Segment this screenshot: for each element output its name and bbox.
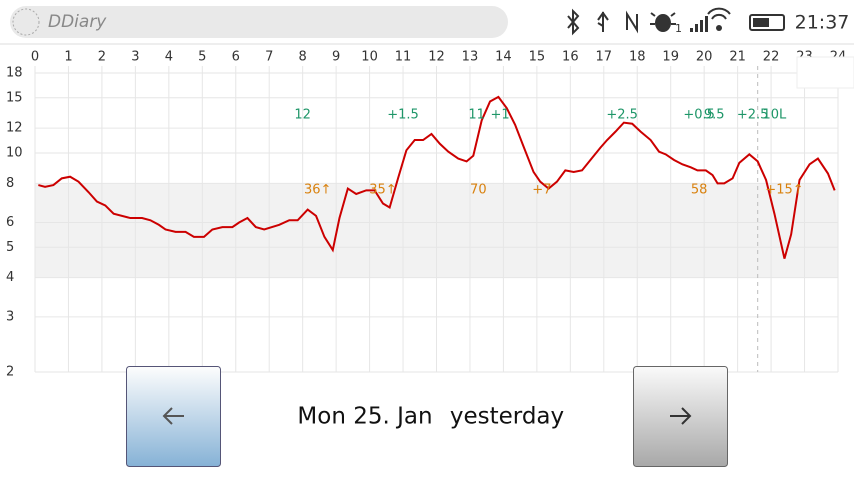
insulin-label: +0.5 bbox=[683, 108, 715, 123]
y-tick-label: 12 bbox=[6, 121, 23, 136]
x-tick-label: 17 bbox=[596, 50, 613, 65]
insulin-label: +2.5 bbox=[737, 108, 769, 123]
x-tick-label: 8 bbox=[299, 50, 307, 65]
clock: 21:37 bbox=[795, 12, 850, 34]
app-icon bbox=[12, 8, 40, 36]
x-tick-label: 15 bbox=[529, 50, 546, 65]
insulin-label: 10L bbox=[763, 108, 788, 123]
carb-label: 35↑ bbox=[369, 183, 396, 198]
insulin-label: +1 bbox=[490, 108, 509, 123]
app-name: DDiary bbox=[48, 12, 107, 32]
y-tick-label: 5 bbox=[6, 240, 14, 255]
x-tick-label: 22 bbox=[763, 50, 780, 65]
signal-label: 1 bbox=[675, 22, 682, 35]
x-tick-label: 11 bbox=[395, 50, 412, 65]
y-tick-label: 15 bbox=[6, 90, 23, 105]
x-tick-label: 0 bbox=[31, 50, 39, 65]
x-tick-label: 19 bbox=[662, 50, 679, 65]
x-tick-label: 12 bbox=[428, 50, 445, 65]
insulin-label: 9.5 bbox=[704, 108, 725, 123]
x-tick-label: 3 bbox=[131, 50, 139, 65]
insulin-label: +1.5 bbox=[387, 108, 419, 123]
x-tick-label: 5 bbox=[198, 50, 206, 65]
y-tick-label: 10 bbox=[6, 145, 23, 160]
x-tick-label: 6 bbox=[232, 50, 240, 65]
y-tick-label: 3 bbox=[6, 309, 14, 324]
date-label: Mon 25. Jan bbox=[297, 404, 432, 430]
chart: 0123456789101112131415161718192021222324… bbox=[6, 50, 846, 380]
insulin-label: 11 bbox=[468, 108, 485, 123]
x-tick-label: 14 bbox=[495, 50, 512, 65]
x-tick-label: 13 bbox=[462, 50, 479, 65]
status-icons bbox=[567, 7, 785, 36]
x-tick-label: 4 bbox=[165, 50, 173, 65]
x-tick-label: 18 bbox=[629, 50, 646, 65]
carb-label: 36↑ bbox=[304, 183, 331, 198]
y-tick-label: 6 bbox=[6, 215, 14, 230]
y-tick-label: 8 bbox=[6, 176, 14, 191]
insulin-label: 12 bbox=[294, 108, 311, 123]
y-tick-label: 4 bbox=[6, 270, 14, 285]
x-tick-label: 21 bbox=[729, 50, 746, 65]
x-tick-label: 7 bbox=[265, 50, 273, 65]
search-bar[interactable] bbox=[10, 6, 508, 38]
carb-label: 70 bbox=[470, 183, 487, 198]
carb-label: +15↑ bbox=[765, 183, 803, 198]
prev-button[interactable] bbox=[126, 366, 221, 467]
x-tick-label: 2 bbox=[98, 50, 106, 65]
carb-label: +7 bbox=[532, 183, 551, 198]
glucose-line bbox=[38, 95, 836, 259]
overlay-widget[interactable] bbox=[796, 56, 854, 89]
y-tick-label: 2 bbox=[6, 365, 14, 380]
x-tick-label: 1 bbox=[64, 50, 72, 65]
x-tick-label: 9 bbox=[332, 50, 340, 65]
x-tick-label: 10 bbox=[361, 50, 378, 65]
insulin-label: +2.5 bbox=[606, 108, 638, 123]
relative-day: yesterday bbox=[450, 404, 564, 430]
x-tick-label: 20 bbox=[696, 50, 713, 65]
carb-label: 58 bbox=[691, 183, 708, 198]
y-tick-label: 18 bbox=[6, 66, 23, 81]
next-button[interactable] bbox=[633, 366, 728, 467]
x-tick-label: 16 bbox=[562, 50, 579, 65]
signal-bars bbox=[690, 16, 769, 32]
